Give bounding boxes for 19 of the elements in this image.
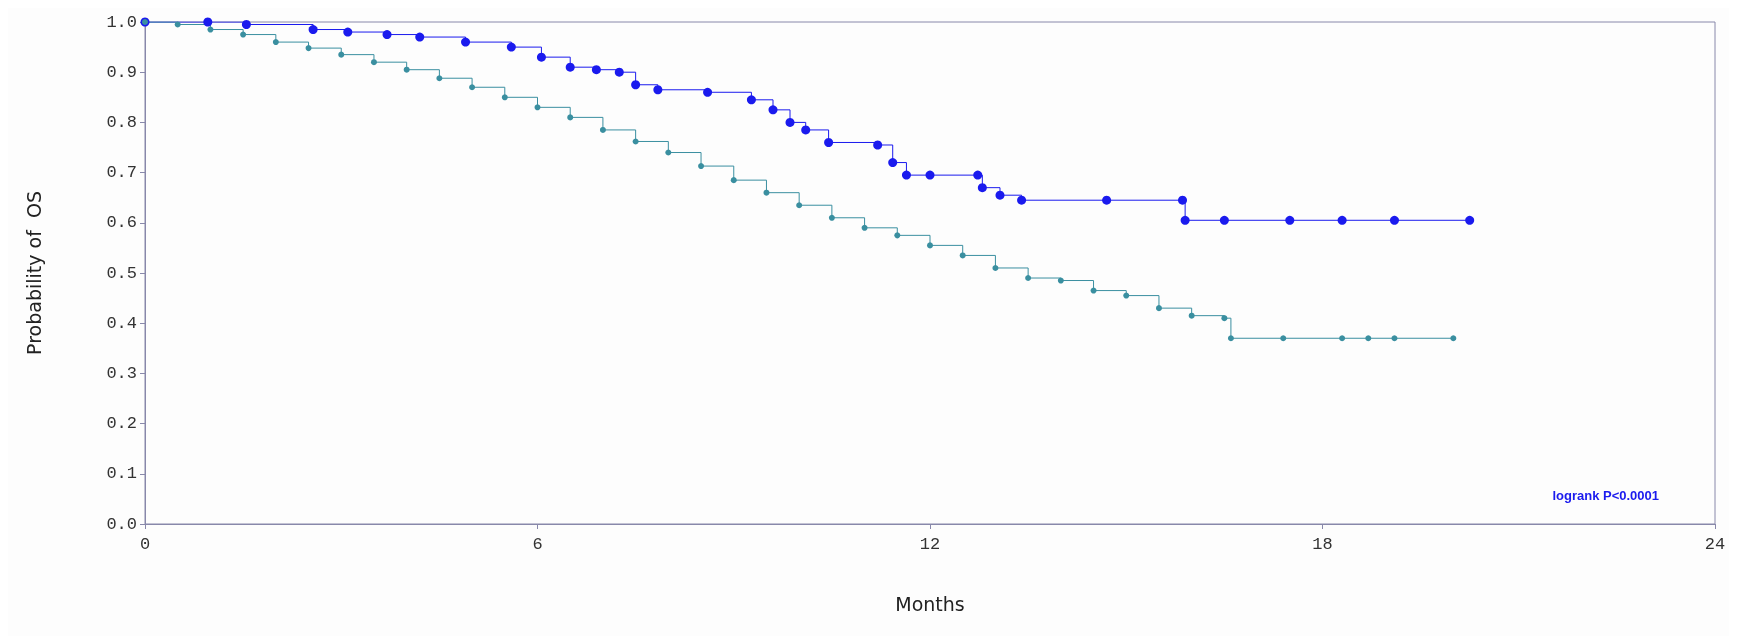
y-tick-label: 0.6 [106, 213, 137, 233]
x-tick-label: 12 [919, 535, 941, 554]
y-tick-label: 0.7 [106, 163, 137, 183]
x-tick-label: 18 [1312, 535, 1333, 554]
x-tick-label: 24 [1704, 535, 1726, 554]
annotation: logrank P<0.0001 [1552, 488, 1659, 503]
y-tick-label: 0.8 [106, 112, 137, 132]
y-axis-title: Probability of OS [22, 191, 45, 355]
y-tick-label: 0.1 [106, 464, 137, 484]
y-tick-label: 0.9 [106, 62, 137, 82]
y-tick-label: 0.2 [106, 414, 137, 434]
x-axis-title: Months [895, 592, 965, 615]
y-tick-label: 0.4 [106, 313, 137, 333]
y-tick-label: 0.3 [106, 363, 137, 383]
y-tick-label: 1.0 [106, 12, 137, 32]
x-tick-label: 6 [532, 535, 543, 554]
y-tick-label: 0.0 [106, 514, 137, 534]
x-tick-label: 0 [139, 535, 151, 554]
y-tick-label: 0.5 [106, 263, 137, 283]
